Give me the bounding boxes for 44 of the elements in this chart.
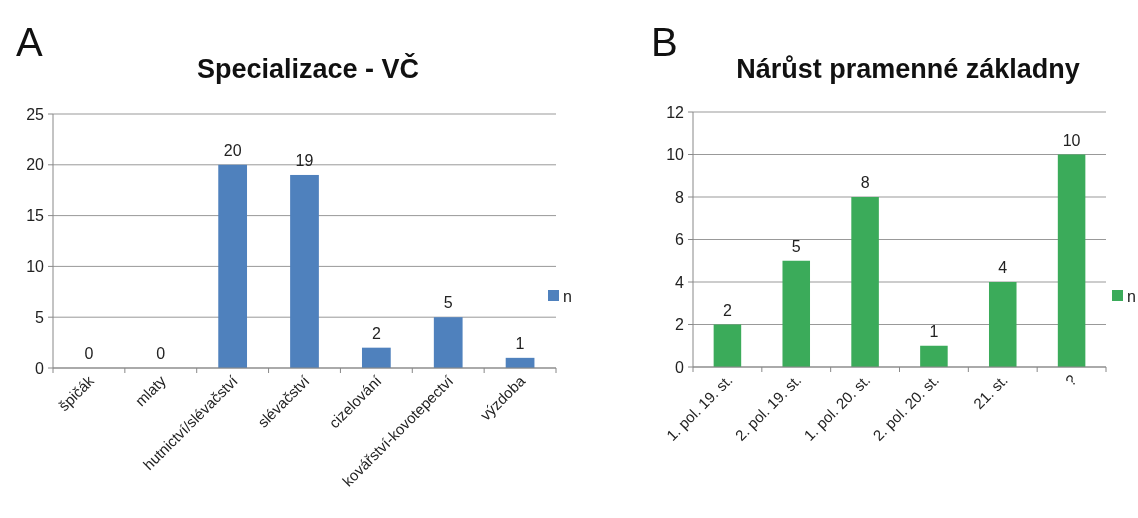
bar: [782, 260, 811, 367]
bar: [713, 324, 742, 367]
bar: [218, 164, 248, 368]
y-tick-label: 0: [35, 359, 45, 377]
bar: [290, 174, 319, 368]
y-tick-label: 12: [666, 103, 685, 121]
data-label: 5: [791, 237, 801, 255]
y-tick-label: 15: [26, 207, 45, 225]
data-label: 5: [443, 294, 453, 312]
text: B: [651, 20, 678, 64]
data-label: 2: [722, 301, 732, 319]
data-label: 0: [156, 345, 166, 362]
legend-label: n: [563, 287, 572, 305]
bar: [851, 197, 879, 367]
data-label: 1: [929, 322, 939, 340]
chart-title: Specializace - VČ: [196, 53, 420, 84]
data-label: 4: [998, 259, 1008, 276]
y-tick-label: 6: [675, 231, 685, 249]
bar: [920, 345, 948, 367]
data-label: 20: [223, 141, 242, 159]
y-tick-label: 10: [666, 146, 685, 164]
y-tick-label: 4: [675, 273, 685, 291]
y-tick-label: 2: [675, 316, 685, 334]
y-tick-label: 25: [26, 105, 45, 123]
y-tick-label: 20: [26, 156, 45, 174]
bar: [361, 347, 391, 368]
legend-label: n: [1127, 287, 1136, 305]
data-label: 8: [860, 174, 870, 191]
x-tick-label: 21. st.: [969, 371, 1011, 413]
y-tick-label: 5: [35, 308, 45, 326]
bar: [1057, 154, 1086, 367]
data-label: 1: [515, 334, 525, 352]
data-label: 0: [84, 345, 94, 362]
text: A: [16, 20, 43, 64]
data-label: 2: [371, 324, 381, 342]
bar: [988, 282, 1017, 367]
y-tick-label: 8: [675, 188, 685, 206]
chart-title: Nárůst pramenné základny: [736, 54, 1080, 84]
y-tick-label: 10: [26, 258, 45, 275]
data-label: 10: [1062, 131, 1081, 149]
x-tick-label: ?: [1061, 371, 1080, 390]
y-tick-label: 0: [675, 358, 685, 376]
bar: [433, 317, 463, 368]
data-label: 19: [295, 151, 314, 169]
